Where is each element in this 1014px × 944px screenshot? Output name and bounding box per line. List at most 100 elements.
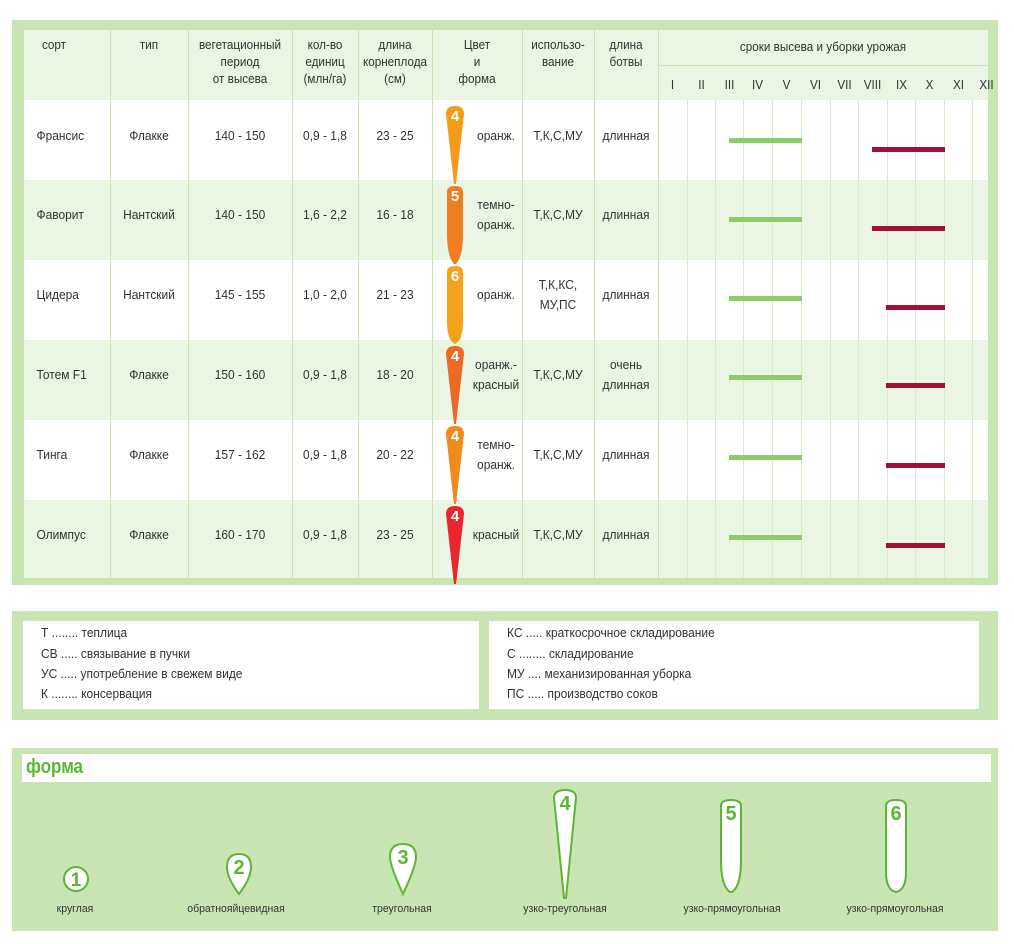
legend-column-left: Т ........ теплица СВ ..... связывание в… [23,621,479,709]
cell-color: темно- оранж. [477,437,515,472]
carrot-shape-icon: 5 [447,186,463,264]
cell-usage: Т,К,С,МУ [533,367,583,382]
table-row [24,180,988,260]
carrot-shape-number: 4 [451,348,460,365]
variety-table-panel: сорт тип вегетационный период от высева … [12,20,998,585]
month-divider [772,100,773,578]
cell-color: оранж.- красный [472,357,520,392]
harvest-period-bar [886,543,945,548]
carrot-shape-number: 4 [451,428,460,445]
cell-variety: Франсис [36,128,85,143]
carrot-shape-icon: 4 [446,506,464,584]
cell-usage: Т,К,КС, МУ,ПС [538,277,578,312]
shape-number: 5 [725,803,736,825]
narrow-rectangular-rounded-shape-icon: 6 [885,798,907,894]
month-label: I [670,77,675,92]
shape-label: узко-треугольная [523,903,607,915]
table-row [24,420,988,500]
month-divider [972,100,973,578]
header-vegetation-period: вегетационный период от высева [198,37,282,86]
shape-label: треугольная [372,903,432,915]
harvest-period-bar [872,226,945,231]
cell-plant-density: 0,9 - 1,8 [303,527,347,542]
month-label: XI [952,77,965,92]
cell-root-length: 18 - 20 [376,367,414,382]
legend-entry: Т ........ теплица [41,625,128,640]
carrot-shape-icon: 6 [447,266,463,344]
month-divider [887,100,888,578]
month-divider [687,100,688,578]
sowing-period-bar [729,455,802,460]
cell-variety: Тинга [36,447,68,462]
table-row [24,100,988,180]
shape-number: 2 [233,857,244,879]
carrot-shape-icon: 4 [446,106,464,184]
carrot-body [446,426,464,504]
cell-root-length: 20 - 22 [376,447,414,462]
cell-plant-density: 0,9 - 1,8 [303,128,347,143]
root-shapes-panel: форма 1 круглая 2 обратнояйцевидная 3 тр… [12,748,998,931]
cell-tops-length: очень длинная [602,357,650,392]
month-label: VIII [863,77,882,92]
header-root-length: длина корнеплода (см) [362,37,428,86]
cell-plant-density: 0,9 - 1,8 [303,367,347,382]
cell-variety: Фаворит [36,207,84,222]
cell-vegetation-period: 140 - 150 [214,128,266,143]
header-sowing-harvest-schedule: сроки высева и уборки урожая [739,39,907,54]
round-shape-icon: 1 [63,866,89,892]
carrot-shape-number: 4 [451,108,460,125]
legend-entry: КС ..... краткосрочное складирование [507,625,715,640]
legend-entry: К ........ консервация [41,686,152,701]
cell-root-length: 23 - 25 [376,527,414,542]
obovate-shape-icon: 2 [225,852,253,896]
column-divider [292,30,293,578]
header-plant-density: кол-во единиц (млн/га) [303,37,347,86]
month-label: VII [837,77,852,92]
shape-label: круглая [56,903,94,915]
cell-color: темно- оранж. [477,197,515,232]
header-variety: сорт [41,37,67,52]
carrot-shape-number: 6 [451,268,459,285]
carrot-body [446,106,464,184]
cell-root-length: 21 - 23 [376,287,414,302]
carrot-body [446,346,464,424]
header-color-shape: Цвет и форма [458,37,496,86]
harvest-period-bar [886,383,945,388]
cell-tops-length: длинная [602,527,650,542]
shapes-title-bar: форма [22,754,991,782]
cell-plant-density: 1,6 - 2,2 [303,207,347,222]
shape-number: 4 [559,793,571,815]
cell-type: Нантский [123,207,175,222]
month-label: V [782,77,791,92]
header-usage: использо- вание [531,37,585,69]
cell-usage: Т,К,С,МУ [533,527,583,542]
month-divider [858,100,859,578]
carrot-shape-number: 5 [451,188,459,205]
cell-tops-length: длинная [602,207,650,222]
header-type: тип [139,37,159,52]
cell-root-length: 23 - 25 [376,128,414,143]
shape-label: обратнояйцевидная [187,903,285,915]
cell-vegetation-period: 160 - 170 [214,527,266,542]
cell-tops-length: длинная [602,128,650,143]
cell-usage: Т,К,С,МУ [533,447,583,462]
legend-entry: С ........ складирование [507,646,634,661]
cell-variety: Тотем F1 [36,367,87,382]
month-divider [715,100,716,578]
cell-tops-length: длинная [602,447,650,462]
variety-table: сорт тип вегетационный период от высева … [24,30,994,584]
carrot-body [447,186,463,264]
cell-type: Флакке [129,367,169,382]
cell-color: красный [472,527,520,542]
schedule-header-divider [658,65,988,66]
cell-usage: Т,К,С,МУ [533,207,583,222]
column-divider [594,30,595,578]
cell-root-length: 16 - 18 [376,207,414,222]
legend-entry: УС ..... употребление в свежем виде [41,666,243,681]
table-row [24,260,988,340]
month-label: III [724,77,735,92]
sowing-period-bar [729,375,802,380]
month-divider [801,100,802,578]
table-row [24,500,988,578]
cell-plant-density: 1,0 - 2,0 [303,287,347,302]
